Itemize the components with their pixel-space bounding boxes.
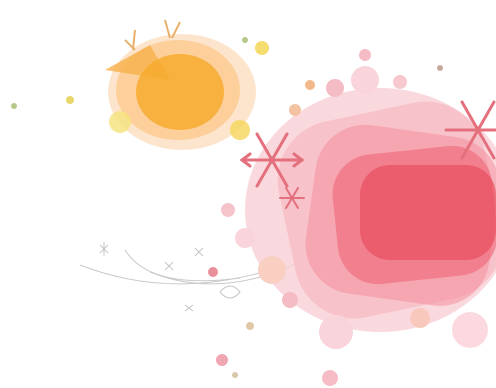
dot — [319, 315, 353, 349]
dot — [437, 65, 443, 71]
dot — [326, 79, 344, 97]
dot — [351, 66, 379, 94]
dot — [305, 80, 315, 90]
dot — [221, 203, 235, 217]
sprigs — [124, 19, 181, 51]
scatter-dots — [208, 49, 488, 386]
flower — [219, 285, 241, 299]
red-blob — [245, 88, 496, 332]
dot — [109, 111, 131, 133]
flower — [194, 247, 204, 257]
flower — [184, 304, 194, 312]
snowflake — [239, 132, 305, 188]
dot — [230, 120, 250, 140]
dot — [393, 75, 407, 89]
snowflake — [279, 187, 305, 209]
snowflakes — [239, 100, 496, 209]
blob-core — [360, 165, 496, 260]
dot — [216, 354, 228, 366]
dot — [208, 267, 218, 277]
dot — [410, 308, 430, 328]
dot — [66, 96, 74, 104]
blob-core — [136, 54, 224, 130]
dot — [246, 322, 254, 330]
snowflake — [444, 100, 496, 160]
flower — [99, 242, 109, 256]
dot — [232, 372, 238, 378]
dot — [11, 103, 17, 109]
dot — [289, 104, 301, 116]
dot — [282, 292, 298, 308]
dot — [258, 256, 286, 284]
dot — [359, 49, 371, 61]
dot — [242, 37, 248, 43]
dot — [322, 370, 338, 386]
flower — [164, 261, 174, 271]
curve — [124, 249, 241, 282]
dot — [255, 41, 269, 55]
dot — [235, 228, 255, 248]
dot — [452, 312, 488, 348]
flowers — [99, 242, 241, 312]
curve — [79, 264, 271, 285]
orange-blob — [11, 19, 269, 150]
